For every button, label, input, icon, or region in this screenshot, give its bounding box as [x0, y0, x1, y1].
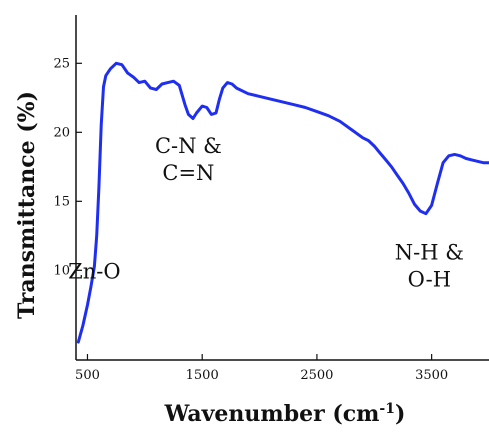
peak-annotation: C-N & C=N: [155, 134, 222, 185]
y-tick-label: 20: [53, 125, 70, 140]
annotation-line: O-H: [408, 267, 451, 291]
x-axis-title-main: Wavenumber (cm: [164, 401, 380, 427]
x-axis-title-superscript: -1: [379, 401, 395, 417]
x-axis-title: Wavenumber (cm-1): [164, 401, 406, 427]
peak-annotation: Zn-O: [68, 260, 120, 284]
annotation-line: C-N &: [155, 134, 222, 158]
axis-ticks: 500 1500 2500 3500 10 15 20 25: [53, 56, 448, 383]
plot-frame: [75, 15, 489, 361]
y-tick-label: 25: [53, 56, 70, 71]
x-tick-label: 3500: [415, 368, 448, 383]
annotations: Zn-O C-N & C=N N-H & O-H: [68, 134, 464, 291]
annotation-line: N-H &: [395, 240, 464, 264]
x-axis-title-suffix: ): [395, 401, 405, 427]
y-tick-label: 10: [53, 263, 70, 278]
series-group: [76, 61, 489, 344]
y-axis-title: Transmittance (%): [14, 91, 40, 319]
annotation-line: Zn-O: [68, 260, 120, 284]
annotation-line: C=N: [162, 161, 214, 185]
y-tick-label: 15: [53, 194, 70, 209]
peak-annotation: N-H & O-H: [395, 240, 464, 291]
x-tick-label: 1500: [186, 368, 219, 383]
spectrum-line: [76, 61, 489, 344]
x-tick-label: 500: [75, 368, 100, 383]
x-tick-label: 2500: [300, 368, 333, 383]
